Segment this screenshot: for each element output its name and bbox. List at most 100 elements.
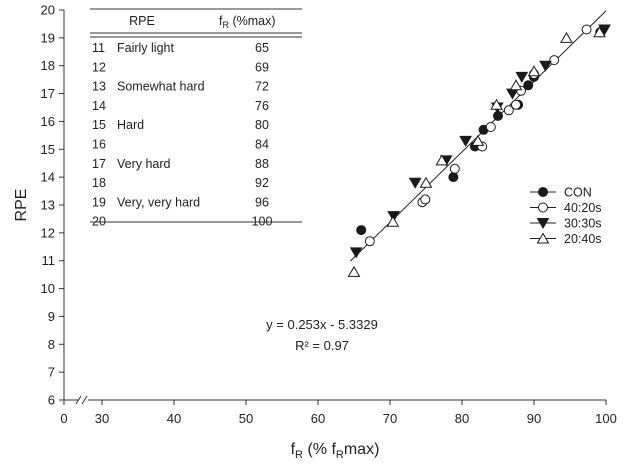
table-cell-rpe: 14 [92, 99, 106, 113]
table-cell-fr: 69 [255, 60, 269, 74]
table-cell-fr: 65 [255, 41, 269, 55]
regression-equation: y = 0.253x - 5.3329 [266, 317, 378, 332]
data-point-40-20s [485, 122, 496, 132]
x-axis-title-part: (% f [303, 441, 336, 458]
table-header-fr-part: (%max) [229, 14, 276, 28]
x-tick-label: 40 [167, 411, 181, 426]
table-cell-description: Hard [117, 118, 144, 132]
data-point-30-30s [506, 88, 519, 100]
data-point-20-40s [490, 98, 503, 110]
y-tick-label: 11 [42, 253, 56, 268]
table-cell-description: Somewhat hard [117, 80, 205, 94]
x-axis-break-mark [81, 395, 88, 405]
y-tick-label: 13 [41, 198, 55, 213]
y-tick-label: 18 [41, 58, 55, 73]
y-tick-label: 9 [48, 309, 55, 324]
legend-label: 20:40s [564, 232, 602, 246]
data-point-30-30s [539, 60, 552, 72]
y-tick-label: 8 [48, 337, 55, 352]
axes-layer: 6 7 8 9 10 11 12 13 14 15 16 17 18 19 20 0 30 40 50 60 70 80 9… [13, 3, 617, 462]
data-point-40-20s [581, 24, 592, 35]
points-layer [347, 24, 611, 277]
data-point-40-20s [549, 55, 560, 66]
y-tick-label: 20 [41, 3, 55, 18]
legend-label: 40:20s [564, 201, 602, 215]
table-cell-fr: 92 [255, 176, 269, 190]
x-tick-label: 0 [60, 411, 67, 426]
data-point-20-40s [560, 31, 573, 43]
x-axis-title-part: f [291, 441, 296, 458]
x-tick-label: 50 [239, 411, 253, 426]
data-point-con [523, 80, 534, 91]
data-point-40-20s [364, 236, 375, 247]
data-point-30-30s [408, 177, 422, 189]
table-cell-description: Fairly light [117, 41, 174, 55]
data-point-40-20s [420, 194, 431, 205]
legend-label: CON [564, 186, 592, 200]
data-point-20-40s [527, 65, 541, 77]
data-point-30-30s [598, 24, 611, 36]
table-header-fr-part: f [219, 14, 223, 28]
data-point-20-40s [386, 215, 400, 227]
y-tick-label: 16 [41, 114, 55, 129]
legend-marker [536, 232, 550, 244]
legend-label: 30:30s [564, 217, 602, 231]
x-axis-title-subscript: R [295, 449, 303, 461]
data-point-30-30s [459, 135, 472, 147]
y-axis-title: RPE [13, 189, 30, 222]
data-point-20-40s [509, 79, 523, 91]
x-tick-label: 70 [383, 411, 397, 426]
table-cell-rpe: 18 [92, 176, 106, 190]
annotation-layer: y = 0.253x - 5.3329 R² = 0.97 [266, 317, 378, 353]
x-tick-label: 100 [595, 411, 617, 426]
table-cell-rpe: 12 [92, 60, 106, 74]
data-point-30-30s [387, 211, 400, 223]
data-point-20-40s [347, 265, 361, 277]
x-axis-title-part: max) [344, 441, 380, 458]
inset-table: RPE fR (%max) 11 Fairly light 65 12 69 13 Somewh… [90, 8, 302, 229]
x-axis-title: fR (% fRmax) [291, 441, 380, 461]
data-point-20-40s [419, 176, 433, 188]
data-point-30-30s [349, 247, 363, 259]
data-point-con [493, 110, 503, 121]
y-tick-label: 15 [41, 142, 55, 157]
table-cell-description: Very hard [117, 157, 171, 171]
x-tick-label: 30 [95, 411, 109, 426]
table-cell-rpe: 16 [92, 138, 106, 152]
data-point-40-20s [503, 105, 514, 116]
x-axis-break-mark [75, 395, 82, 405]
y-tick-label: 17 [41, 86, 55, 101]
table-header-rpe: RPE [129, 14, 155, 28]
x-tick-label: 60 [311, 411, 325, 426]
data-point-con [356, 225, 367, 236]
r-squared-label: R² = 0.97 [295, 338, 349, 353]
table-cell-rpe: 17 [92, 157, 106, 171]
table-cell-fr: 96 [255, 195, 269, 209]
data-point-con [448, 172, 459, 183]
table-cell-fr: 80 [255, 118, 269, 132]
table-cell-rpe: 15 [92, 118, 106, 132]
data-point-30-30s [515, 71, 529, 83]
data-point-40-20s [449, 163, 460, 174]
y-tick-label: 19 [41, 30, 55, 45]
table-cell-fr: 88 [255, 157, 269, 171]
data-point-20-40s [471, 134, 485, 146]
table-cell-rpe: 13 [92, 80, 106, 94]
table-cell-fr: 76 [255, 99, 269, 113]
legend-marker [536, 218, 550, 229]
data-point-40-20s [511, 99, 521, 110]
table-cell-fr: 84 [255, 138, 269, 152]
table-cell-rpe: 19 [92, 195, 106, 209]
y-tick-label: 7 [48, 365, 55, 380]
y-tick-label: 6 [48, 393, 55, 408]
x-tick-label: 90 [527, 411, 541, 426]
table-cell-description: Very, very hard [117, 195, 200, 209]
table-cell-fr: 72 [255, 80, 269, 94]
legend-marker [538, 202, 548, 213]
y-tick-label: 14 [41, 170, 55, 185]
y-tick-label: 10 [41, 281, 55, 296]
data-point-20-40s [435, 154, 449, 166]
